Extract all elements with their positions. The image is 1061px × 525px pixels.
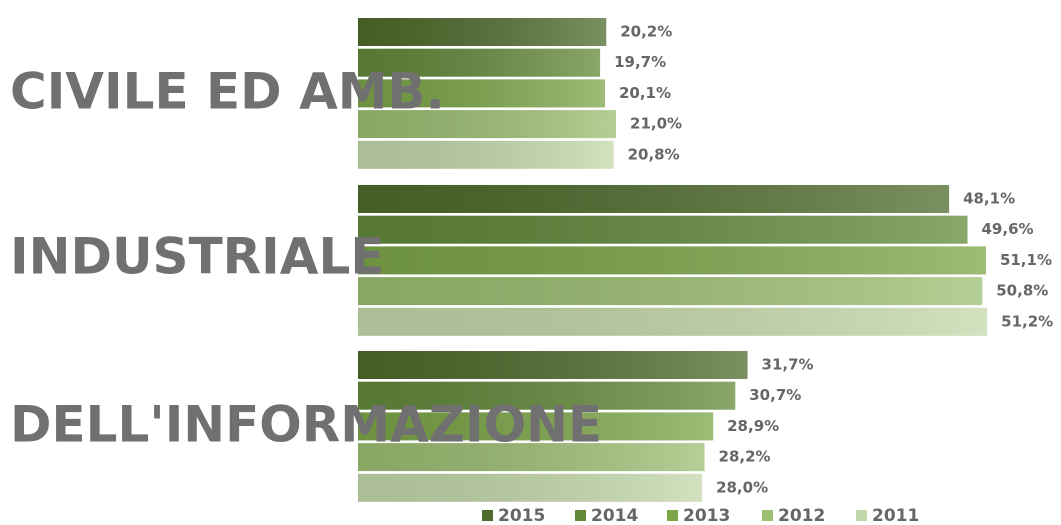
value-label: 49,6% <box>982 220 1034 238</box>
bar-shine <box>358 140 614 169</box>
value-label: 50,8% <box>996 282 1048 300</box>
value-label: 48,1% <box>963 190 1015 208</box>
legend-swatch <box>482 510 493 521</box>
bar-shine <box>358 307 988 336</box>
bar-shine <box>358 48 601 77</box>
legend-label: 2014 <box>591 506 638 525</box>
category-label: CIVILE ED AMB. <box>10 63 445 121</box>
legend-swatch <box>762 510 773 521</box>
bar-shine <box>358 79 605 108</box>
value-label: 30,7% <box>749 386 801 404</box>
value-label: 20,2% <box>620 23 672 41</box>
category-label: INDUSTRIALE <box>10 228 385 286</box>
legend-label: 2015 <box>498 506 545 525</box>
value-label: 51,2% <box>1001 312 1053 330</box>
bar-shine <box>358 277 983 306</box>
value-label: 21,0% <box>630 115 682 133</box>
value-label: 20,1% <box>619 84 671 102</box>
bar-shine <box>358 412 714 441</box>
value-label: 28,2% <box>719 448 771 466</box>
legend-swatch <box>575 510 586 521</box>
legend-swatch <box>667 510 678 521</box>
value-label: 28,9% <box>727 417 779 435</box>
legend-label: 2011 <box>872 506 919 525</box>
bar-shine <box>358 246 986 275</box>
value-label: 19,7% <box>614 53 666 71</box>
value-label: 51,1% <box>1000 251 1052 269</box>
bar-shine <box>358 473 703 502</box>
bar-shine <box>358 110 617 139</box>
bar-shine <box>358 18 607 46</box>
legend-label: 2013 <box>683 506 730 525</box>
category-label: DELL'INFORMAZIONE <box>10 396 602 454</box>
bar-shine <box>358 443 705 472</box>
bar-shine <box>358 215 968 244</box>
bar-shine <box>358 185 950 213</box>
value-label: 31,7% <box>762 356 814 374</box>
bar-shine <box>358 351 748 379</box>
value-label: 20,8% <box>628 145 680 163</box>
legend-label: 2012 <box>778 506 825 525</box>
value-label: 28,0% <box>716 478 768 496</box>
bar-shine <box>358 381 736 410</box>
legend-swatch <box>856 510 867 521</box>
